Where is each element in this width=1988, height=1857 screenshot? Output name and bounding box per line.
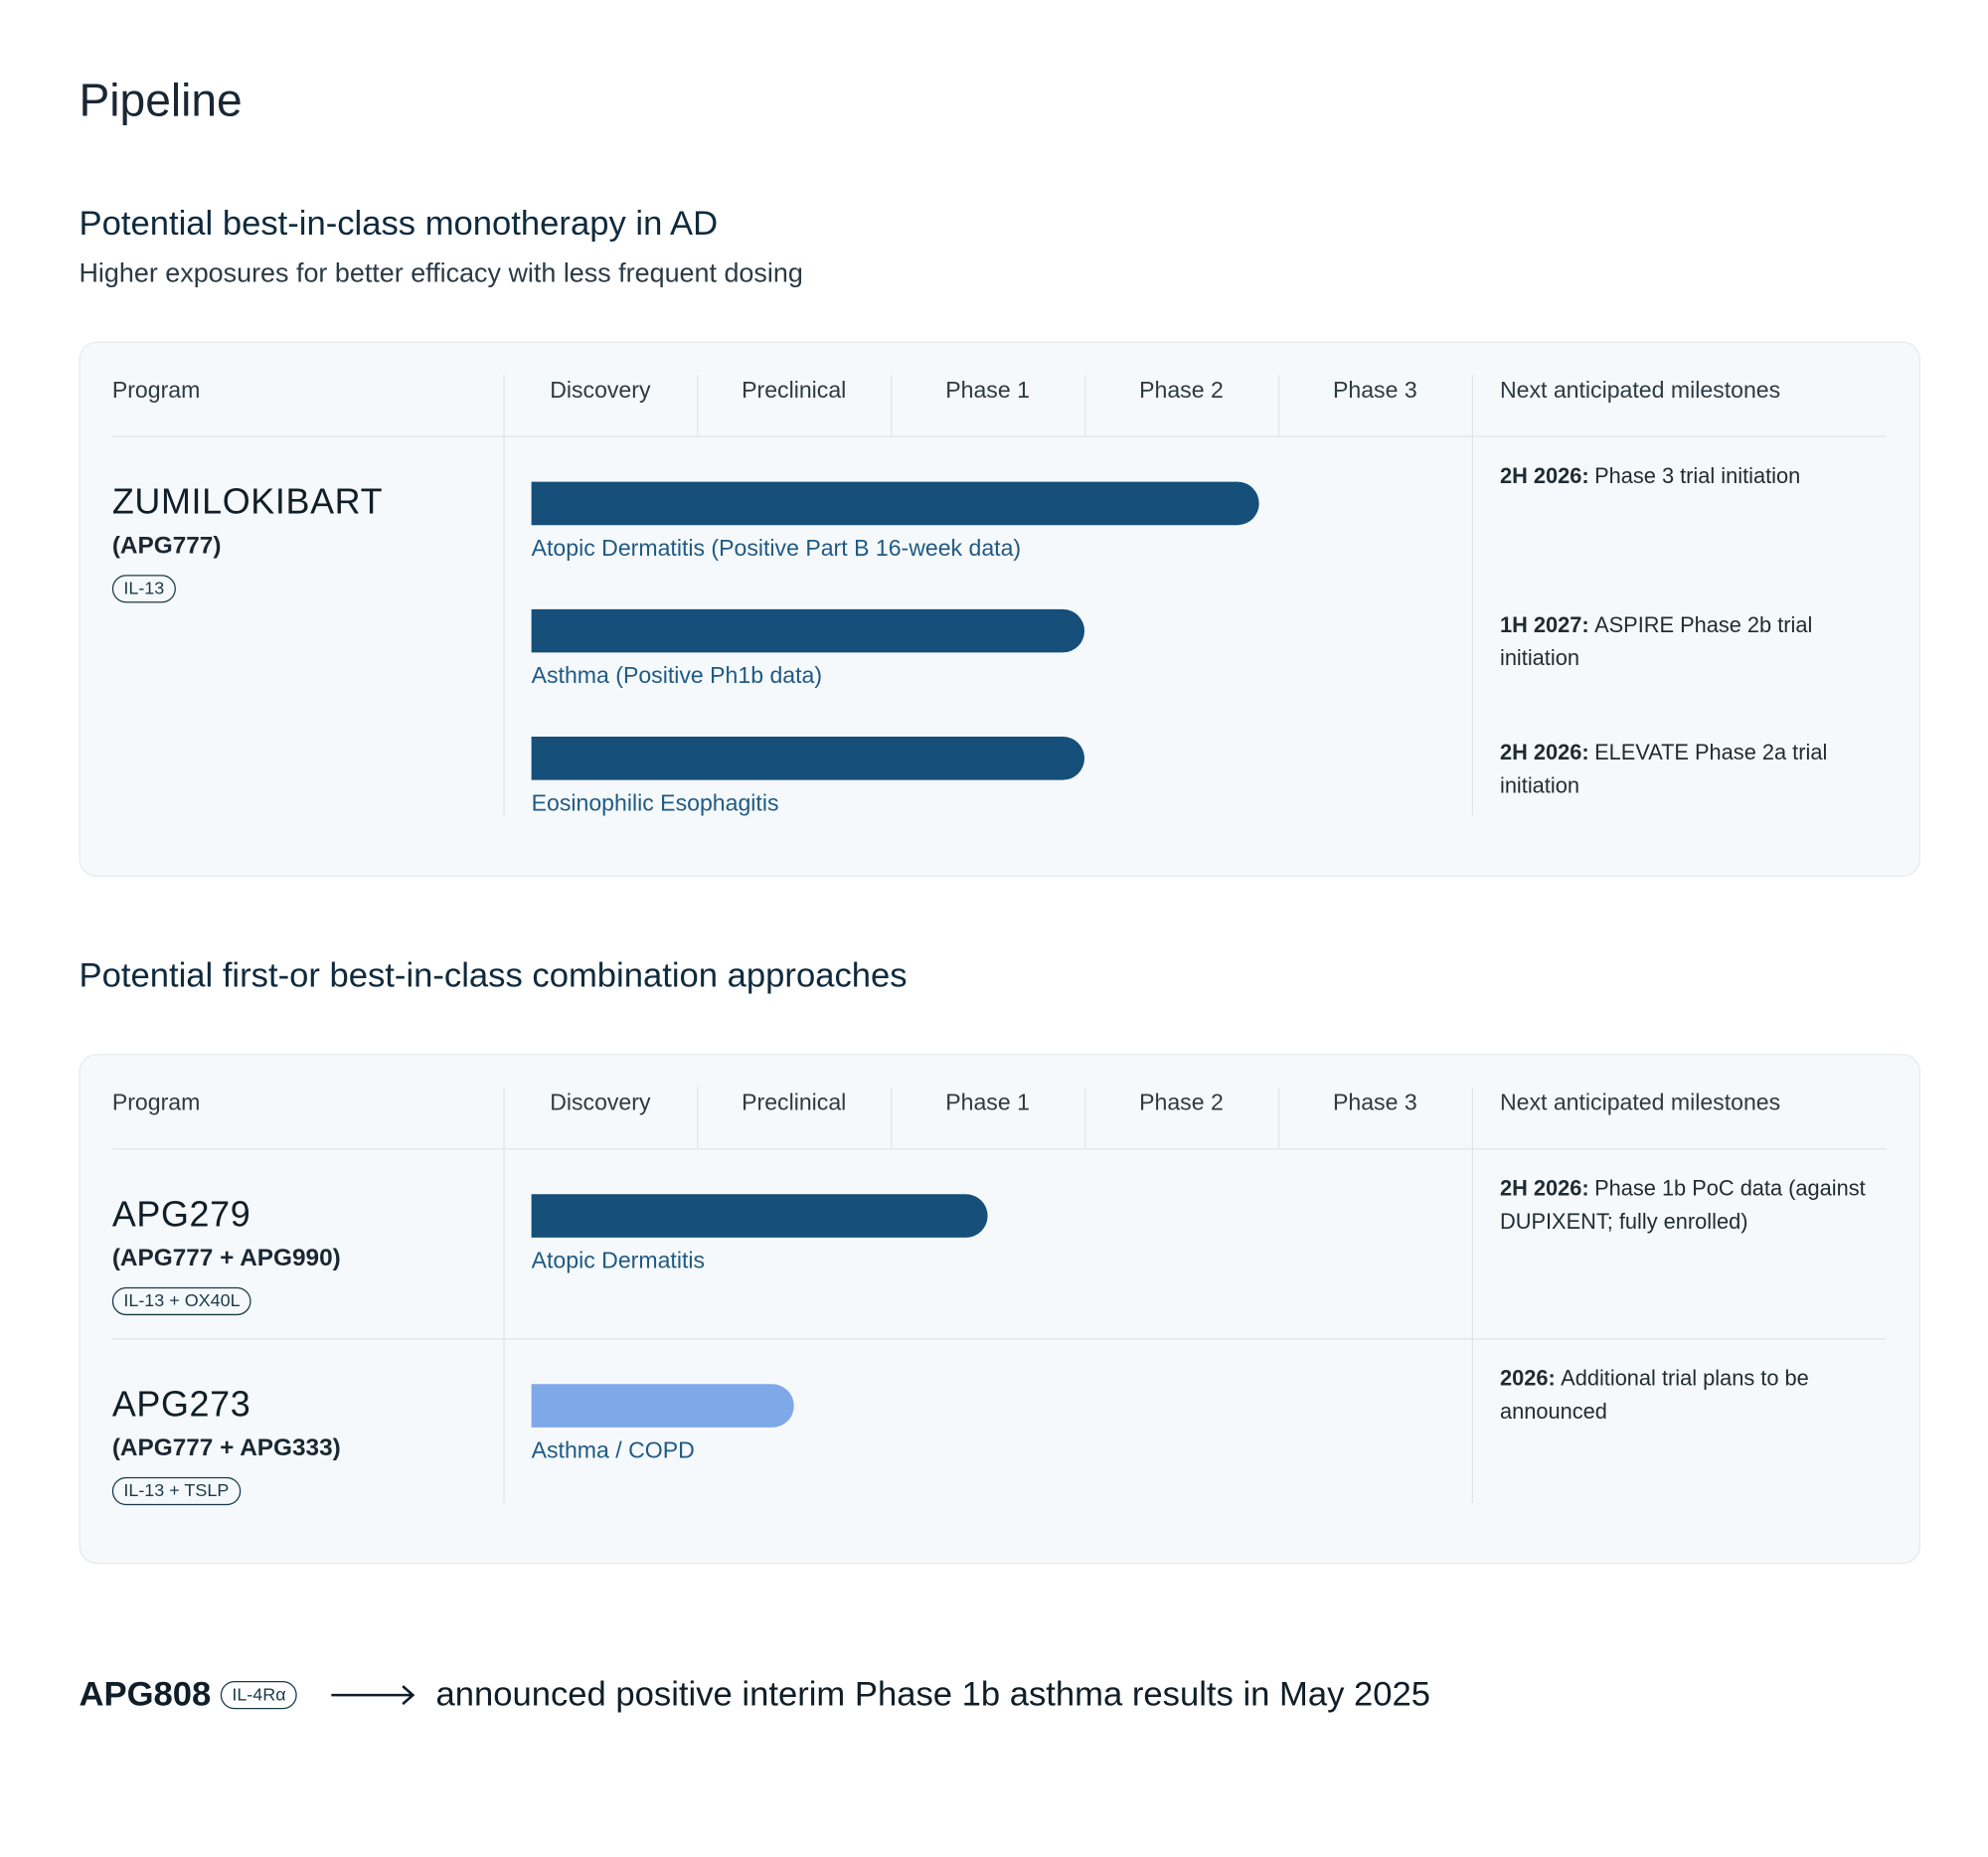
milestone-text: Phase 1b PoC data (against DUPIXENT; ful… (1499, 1176, 1866, 1235)
column-header: Discovery (550, 1090, 651, 1115)
column-header: Phase 2 (1139, 377, 1224, 404)
footer-text: announced positive interim Phase 1b asth… (435, 1674, 1431, 1714)
divider (503, 374, 505, 816)
column-header: Phase 3 (1332, 377, 1417, 404)
column-header: Phase 3 (1332, 1090, 1417, 1115)
pipeline-card (79, 1054, 1921, 1565)
section-heading: Potential first-or best-in-class combina… (79, 955, 908, 994)
divider (697, 374, 699, 436)
milestone-text: ASPIRE Phase 2b trial initiation (1499, 612, 1813, 671)
divider (1084, 1087, 1086, 1149)
arrow (331, 1685, 415, 1706)
program-name: APG279 (111, 1194, 251, 1235)
target-tag: IL-13 + OX40L (111, 1286, 252, 1316)
progress-bar (531, 481, 1259, 526)
program-code: (APG777 + APG333) (111, 1435, 341, 1462)
column-header: Phase 1 (945, 377, 1030, 404)
progress-bar (531, 737, 1085, 780)
milestone-date: 2H 2026: (1499, 740, 1589, 765)
column-header: Phase 1 (945, 1090, 1030, 1115)
indication-label: Asthma (Positive Ph1b data) (531, 662, 823, 689)
program-name: ZUMILOKIBART (111, 481, 384, 522)
milestone-text: ELEVATE Phase 2a trial initiation (1499, 740, 1828, 798)
milestone: 2026: Additional trial plans to be announ… (1500, 1363, 1870, 1430)
divider (111, 435, 1887, 437)
column-header: Discovery (550, 377, 651, 404)
milestone-date: 2H 2026: (1499, 1176, 1589, 1201)
divider (111, 1338, 1887, 1340)
divider (891, 374, 893, 436)
milestone-date: 2026: (1499, 1366, 1556, 1391)
divider (111, 1148, 1887, 1150)
footer-target-tag: IL-4Rα (220, 1681, 298, 1710)
target-tag: IL-13 (111, 575, 176, 603)
divider (1471, 1087, 1474, 1503)
column-header: Program (111, 377, 201, 404)
indication-label: Eosinophilic Esophagitis (531, 789, 779, 816)
target-tag: IL-13 + TSLP (111, 1476, 241, 1506)
column-header: Preclinical (742, 377, 847, 404)
divider (1277, 1087, 1280, 1149)
page-title: Pipeline (79, 74, 243, 126)
milestone: 1H 2027: ASPIRE Phase 2b trial initiation (1500, 609, 1870, 676)
divider (1277, 374, 1280, 436)
progress-bar (531, 608, 1085, 653)
program-code: (APG777 + APG990) (111, 1245, 341, 1272)
milestone: 2H 2026: ELEVATE Phase 2a trial initiatio… (1500, 737, 1870, 803)
milestone-text: Phase 3 trial initiation (1594, 463, 1801, 489)
divider (891, 1087, 893, 1149)
divider (1084, 374, 1086, 436)
column-header: Next anticipated milestones (1499, 1090, 1781, 1115)
milestone: 2H 2026: Phase 3 trial initiation (1500, 460, 1870, 493)
column-header: Phase 2 (1139, 1090, 1224, 1115)
milestone-date: 1H 2027: (1499, 612, 1589, 638)
divider (1471, 374, 1474, 816)
program-name: APG273 (111, 1384, 251, 1425)
section-subheading: Higher exposures for better efficacy wit… (79, 258, 803, 288)
progress-bar (531, 1194, 988, 1238)
section-heading: Potential best-in-class monotherapy in A… (79, 204, 719, 243)
indication-label: Atopic Dermatitis (Positive Part B 16-we… (531, 535, 1022, 562)
indication-label: Asthma / COPD (531, 1437, 695, 1463)
divider (697, 1087, 699, 1149)
column-header: Preclinical (742, 1090, 847, 1115)
divider (503, 1087, 505, 1503)
program-code: (APG777) (111, 532, 222, 560)
progress-bar (531, 1384, 794, 1428)
column-header: Next anticipated milestones (1499, 377, 1781, 404)
footer-program: APG808 (79, 1674, 212, 1714)
milestone-text: Additional trial plans to be announced (1499, 1366, 1809, 1425)
milestone: 2H 2026: Phase 1b PoC data (against DUPIX… (1500, 1172, 1870, 1239)
milestone-date: 2H 2026: (1499, 463, 1589, 489)
indication-label: Atopic Dermatitis (531, 1248, 706, 1273)
column-header: Program (111, 1090, 201, 1115)
